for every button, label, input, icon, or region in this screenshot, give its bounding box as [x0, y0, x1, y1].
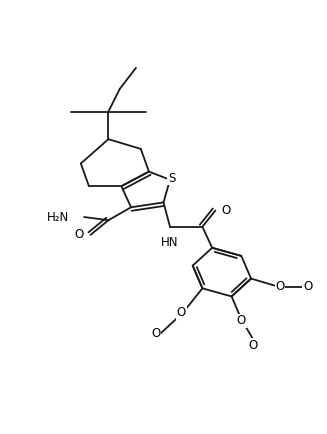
Text: S: S	[168, 171, 175, 184]
Text: HN: HN	[161, 236, 179, 249]
Text: O: O	[303, 280, 312, 293]
Text: O: O	[151, 327, 160, 340]
Text: O: O	[222, 204, 231, 217]
Text: H₂N: H₂N	[47, 210, 69, 224]
Text: O: O	[248, 339, 257, 352]
Text: O: O	[276, 280, 285, 293]
Text: O: O	[74, 228, 83, 241]
Text: O: O	[237, 314, 246, 327]
Text: O: O	[177, 306, 186, 319]
